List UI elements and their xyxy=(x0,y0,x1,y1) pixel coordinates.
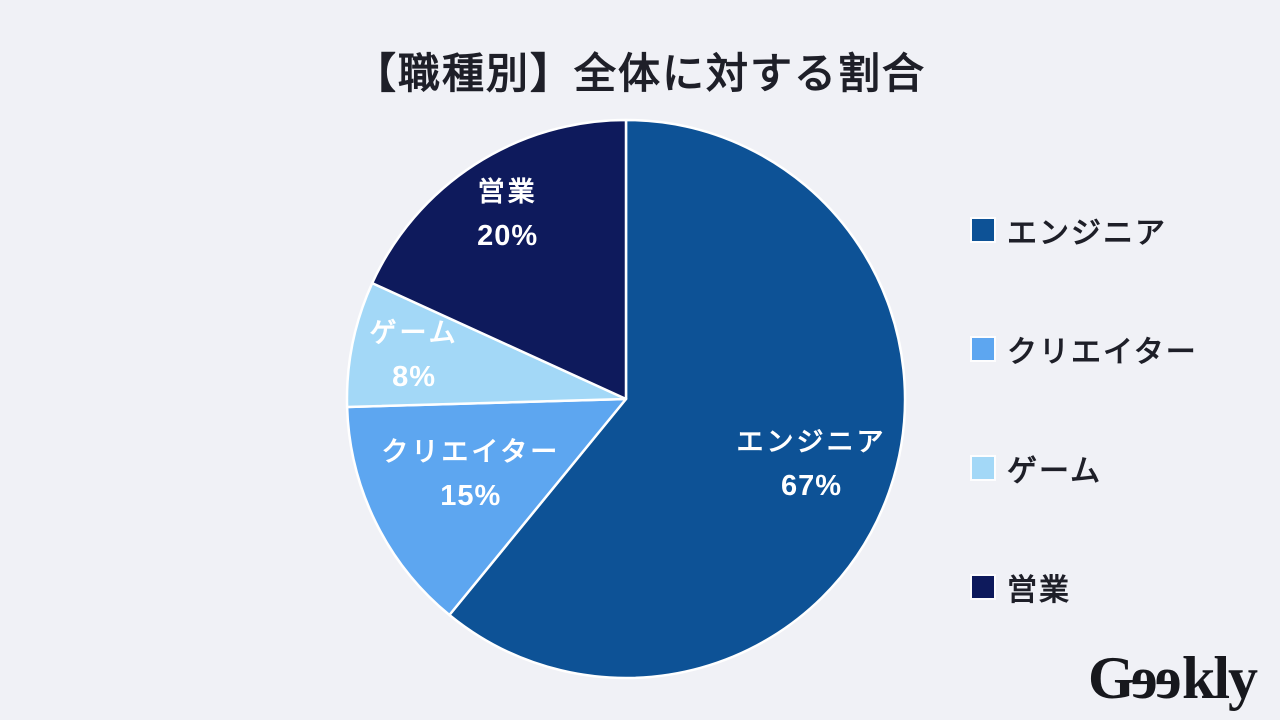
legend-item-1: クリエイター xyxy=(972,327,1198,371)
legend-swatch xyxy=(972,338,994,360)
logo-letter: G xyxy=(1088,645,1135,711)
logo-reversed-e: e xyxy=(1157,645,1182,711)
logo-letter: k xyxy=(1181,645,1215,711)
legend-label: クリエイター xyxy=(1007,336,1198,369)
pie-slice-1 xyxy=(345,397,628,617)
legend-item-0: エンジニア xyxy=(972,208,1198,252)
legend-swatch xyxy=(972,457,994,479)
geekly-logo: Geekly xyxy=(1088,645,1258,711)
legend-label: ゲーム xyxy=(1007,455,1103,488)
logo-letter: l xyxy=(1213,645,1230,711)
pie-slice-3 xyxy=(370,118,628,401)
pie-chart-svg xyxy=(345,118,907,680)
legend-item-3: 営業 xyxy=(972,565,1198,609)
legend-item-2: ゲーム xyxy=(972,446,1198,490)
legend-label: 営業 xyxy=(1007,574,1071,607)
pie-chart: エンジニア 67% クリエイター 15% ゲーム 8% 営業 20% xyxy=(345,118,907,680)
legend-label: エンジニア xyxy=(1007,217,1167,250)
pie-slice-0 xyxy=(448,118,907,680)
legend-swatch xyxy=(972,219,994,241)
logo-reversed-e: e xyxy=(1132,645,1158,711)
logo-letter: y xyxy=(1228,645,1258,711)
pie-slice-2 xyxy=(345,281,628,409)
legend-swatch xyxy=(972,576,994,598)
legend: エンジニアクリエイター ゲーム営業 xyxy=(972,208,1198,609)
chart-title: 【職種別】全体に対する割合 xyxy=(353,50,926,97)
